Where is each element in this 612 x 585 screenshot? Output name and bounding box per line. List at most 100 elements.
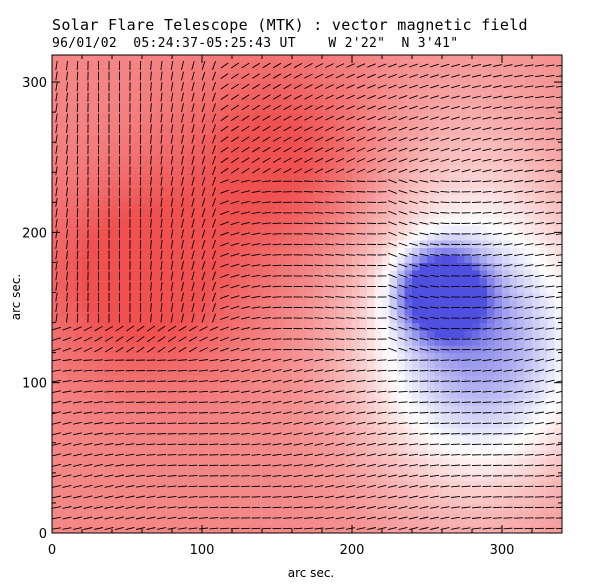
heat-cell [554, 119, 562, 128]
heat-cell [434, 82, 443, 91]
heat-cell [517, 517, 526, 527]
field-vector [170, 292, 174, 302]
heat-cell [179, 284, 188, 294]
heat-cell [457, 172, 466, 181]
heat-cell [239, 397, 248, 406]
heat-cell [142, 412, 151, 421]
heat-cell [269, 435, 278, 444]
heat-cell [247, 472, 256, 481]
heat-cell [494, 427, 503, 436]
heat-cell [329, 127, 338, 136]
heat-cell [532, 435, 541, 444]
heat-cell [532, 254, 541, 264]
heat-cell [209, 307, 218, 316]
heat-cell [352, 322, 361, 331]
heat-cell [479, 517, 488, 527]
heat-cell [457, 74, 466, 83]
heat-cell [67, 239, 76, 249]
heat-cell [352, 397, 361, 406]
heat-cell [67, 232, 76, 241]
heat-cell [127, 435, 136, 444]
heat-cell [344, 134, 353, 143]
heat-cell [412, 495, 421, 504]
heat-cell [59, 97, 68, 106]
field-vector [55, 71, 58, 81]
heat-cell [472, 269, 481, 279]
heat-cell [284, 315, 293, 324]
heat-cell [524, 382, 533, 391]
heat-cell [202, 525, 211, 533]
heat-cell [479, 164, 488, 173]
field-vector [76, 208, 79, 218]
heat-cell [337, 89, 346, 98]
heat-cell [119, 412, 128, 421]
heat-cell [194, 187, 203, 196]
heat-cell [89, 307, 98, 316]
heat-cell [262, 300, 271, 309]
heat-cell [149, 300, 158, 309]
heat-cell [434, 330, 443, 339]
heat-cell [239, 420, 248, 429]
field-vector [170, 197, 174, 207]
heat-cell [299, 495, 308, 504]
heat-cell [502, 382, 511, 391]
field-vector [135, 422, 146, 425]
heat-cell [479, 375, 488, 384]
heat-cell [487, 472, 496, 481]
heat-cell [187, 472, 196, 481]
heat-cell [157, 89, 166, 98]
heat-cell [524, 510, 533, 519]
heat-cell [187, 157, 196, 166]
heat-cell [329, 142, 338, 151]
heat-cell [299, 525, 308, 533]
heat-cell [292, 194, 301, 203]
heat-cell [532, 397, 541, 406]
heat-cell [247, 292, 256, 301]
heat-cell [329, 480, 338, 489]
field-vector [181, 113, 184, 123]
field-vector [177, 380, 188, 382]
heat-cell [329, 457, 338, 466]
heat-cell [172, 495, 181, 504]
heat-cell [412, 67, 421, 76]
field-vector [76, 271, 79, 281]
heat-cell [397, 217, 406, 226]
heat-cell [74, 262, 83, 271]
heat-cell [142, 232, 151, 241]
heat-cell [359, 269, 368, 279]
heat-cell [502, 465, 511, 474]
heat-cell [164, 442, 173, 451]
field-vector [114, 390, 125, 393]
heat-cell [352, 89, 361, 98]
field-vector [160, 292, 163, 302]
heat-cell [299, 224, 308, 233]
heat-cell [419, 375, 428, 384]
heat-cell [382, 352, 391, 361]
heat-cell [464, 435, 473, 444]
heat-cell [247, 224, 256, 233]
heat-cell [209, 239, 218, 249]
heat-cell [494, 322, 503, 331]
heat-cell [494, 112, 503, 121]
heat-cell [554, 209, 562, 218]
heat-cell [412, 59, 421, 68]
heat-cell [232, 465, 241, 474]
heat-cell [97, 322, 106, 331]
heat-cell [187, 480, 196, 489]
heat-cell [104, 435, 113, 444]
heat-cell [97, 300, 106, 309]
heat-cell [97, 89, 106, 98]
heat-cell [367, 480, 376, 489]
heat-cell [247, 375, 256, 384]
heat-cell [539, 487, 548, 497]
heat-cell [517, 262, 526, 271]
heat-cell [494, 164, 503, 173]
heat-cell [269, 82, 278, 91]
heat-cell [284, 375, 293, 384]
heat-cell [389, 525, 398, 533]
heat-cell [239, 172, 248, 181]
heat-cell [179, 82, 188, 91]
heat-cell [404, 360, 413, 369]
heat-cell [509, 502, 518, 512]
heat-cell [127, 172, 136, 181]
